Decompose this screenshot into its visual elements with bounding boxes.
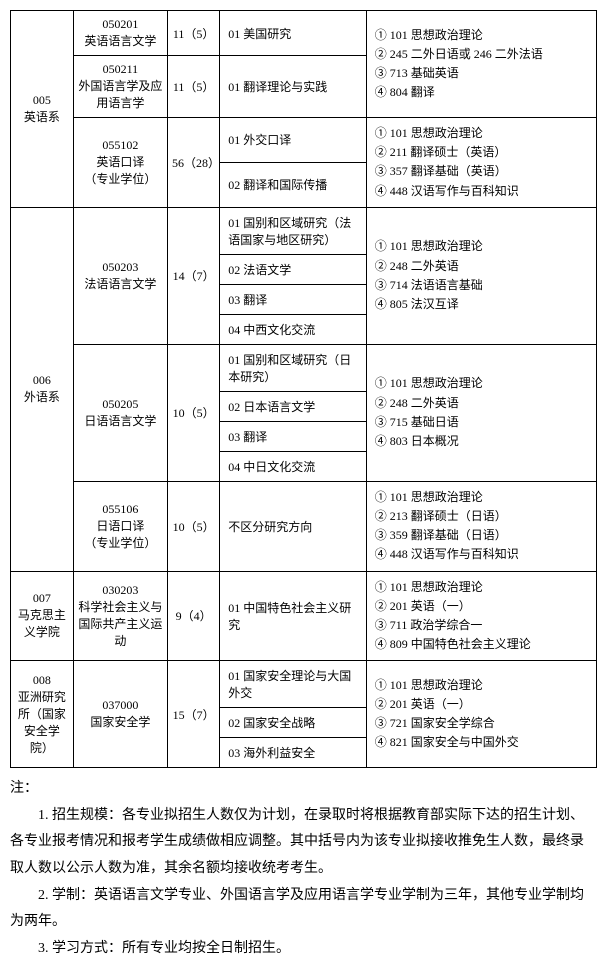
- major-cell: 050211外国语言学及应用语言学: [73, 56, 167, 118]
- table-row: 008亚洲研究所（国家安全学院）037000国家安全学15（7）01 国家安全理…: [11, 661, 597, 708]
- major-cell: 055106日语口译（专业学位）: [73, 481, 167, 571]
- number-cell: 14（7）: [167, 207, 219, 344]
- major-cell: 050203法语语言文学: [73, 207, 167, 344]
- direction-cell: 01 国别和区域研究（法语国家与地区研究）: [220, 207, 367, 254]
- exam-cell: ① 101 思想政治理论② 245 二外日语或 246 二外法语③ 713 基础…: [366, 11, 596, 118]
- direction-cell: 04 中西文化交流: [220, 314, 367, 344]
- direction-cell: 01 外交口译: [220, 118, 367, 163]
- number-cell: 10（5）: [167, 344, 219, 481]
- number-cell: 11（5）: [167, 56, 219, 118]
- note-1: 1. 招生规模：各专业拟招生人数仅为计划，在录取时将根据教育部实际下达的招生计划…: [10, 803, 597, 883]
- direction-cell: 02 日本语言文学: [220, 391, 367, 421]
- exam-cell: ① 101 思想政治理论② 201 英语（一）③ 711 政治学综合一④ 809…: [366, 571, 596, 661]
- exam-cell: ① 101 思想政治理论② 213 翻译硕士（日语）③ 359 翻译基础（日语）…: [366, 481, 596, 571]
- direction-cell: 01 中国特色社会主义研究: [220, 571, 367, 661]
- dept-cell: 006外语系: [11, 207, 74, 571]
- major-cell: 050201英语语言文学: [73, 11, 167, 56]
- dept-cell: 005英语系: [11, 11, 74, 208]
- notes-label: 注：: [10, 776, 597, 803]
- direction-cell: 01 国别和区域研究（日本研究）: [220, 344, 367, 391]
- notes-section: 注： 1. 招生规模：各专业拟招生人数仅为计划，在录取时将根据教育部实际下达的招…: [10, 776, 597, 962]
- number-cell: 56（28）: [167, 118, 219, 208]
- number-cell: 15（7）: [167, 661, 219, 768]
- table-row: 007马克思主义学院030203科学社会主义与国际共产主义运动9（4）01 中国…: [11, 571, 597, 661]
- direction-cell: 不区分研究方向: [220, 481, 367, 571]
- direction-cell: 02 法语文学: [220, 254, 367, 284]
- note-2: 2. 学制：英语语言文学专业、外国语言学及应用语言学专业学制为三年，其他专业学制…: [10, 883, 597, 936]
- exam-cell: ① 101 思想政治理论② 211 翻译硕士（英语）③ 357 翻译基础（英语）…: [366, 118, 596, 208]
- major-cell: 050205日语语言文学: [73, 344, 167, 481]
- table-row: 055102英语口译（专业学位）56（28）01 外交口译① 101 思想政治理…: [11, 118, 597, 163]
- admission-table: 005英语系050201英语语言文学11（5）01 美国研究① 101 思想政治…: [10, 10, 597, 768]
- table-row: 006外语系050203法语语言文学14（7）01 国别和区域研究（法语国家与地…: [11, 207, 597, 254]
- direction-cell: 03 翻译: [220, 421, 367, 451]
- number-cell: 9（4）: [167, 571, 219, 661]
- table-row: 050205日语语言文学10（5）01 国别和区域研究（日本研究）① 101 思…: [11, 344, 597, 391]
- exam-cell: ① 101 思想政治理论② 201 英语（一）③ 721 国家安全学综合④ 82…: [366, 661, 596, 768]
- direction-cell: 02 国家安全战略: [220, 708, 367, 738]
- table-row: 005英语系050201英语语言文学11（5）01 美国研究① 101 思想政治…: [11, 11, 597, 56]
- number-cell: 10（5）: [167, 481, 219, 571]
- direction-cell: 04 中日文化交流: [220, 451, 367, 481]
- dept-cell: 007马克思主义学院: [11, 571, 74, 661]
- major-cell: 055102英语口译（专业学位）: [73, 118, 167, 208]
- number-cell: 11（5）: [167, 11, 219, 56]
- table-row: 055106日语口译（专业学位）10（5）不区分研究方向① 101 思想政治理论…: [11, 481, 597, 571]
- direction-cell: 03 翻译: [220, 284, 367, 314]
- exam-cell: ① 101 思想政治理论② 248 二外英语③ 714 法语语言基础④ 805 …: [366, 207, 596, 344]
- direction-cell: 01 美国研究: [220, 11, 367, 56]
- dept-cell: 008亚洲研究所（国家安全学院）: [11, 661, 74, 768]
- exam-cell: ① 101 思想政治理论② 248 二外英语③ 715 基础日语④ 803 日本…: [366, 344, 596, 481]
- direction-cell: 02 翻译和国际传播: [220, 162, 367, 207]
- major-cell: 030203科学社会主义与国际共产主义运动: [73, 571, 167, 661]
- direction-cell: 01 国家安全理论与大国外交: [220, 661, 367, 708]
- major-cell: 037000国家安全学: [73, 661, 167, 768]
- direction-cell: 01 翻译理论与实践: [220, 56, 367, 118]
- note-3: 3. 学习方式：所有专业均按全日制招生。: [10, 936, 597, 963]
- direction-cell: 03 海外利益安全: [220, 738, 367, 768]
